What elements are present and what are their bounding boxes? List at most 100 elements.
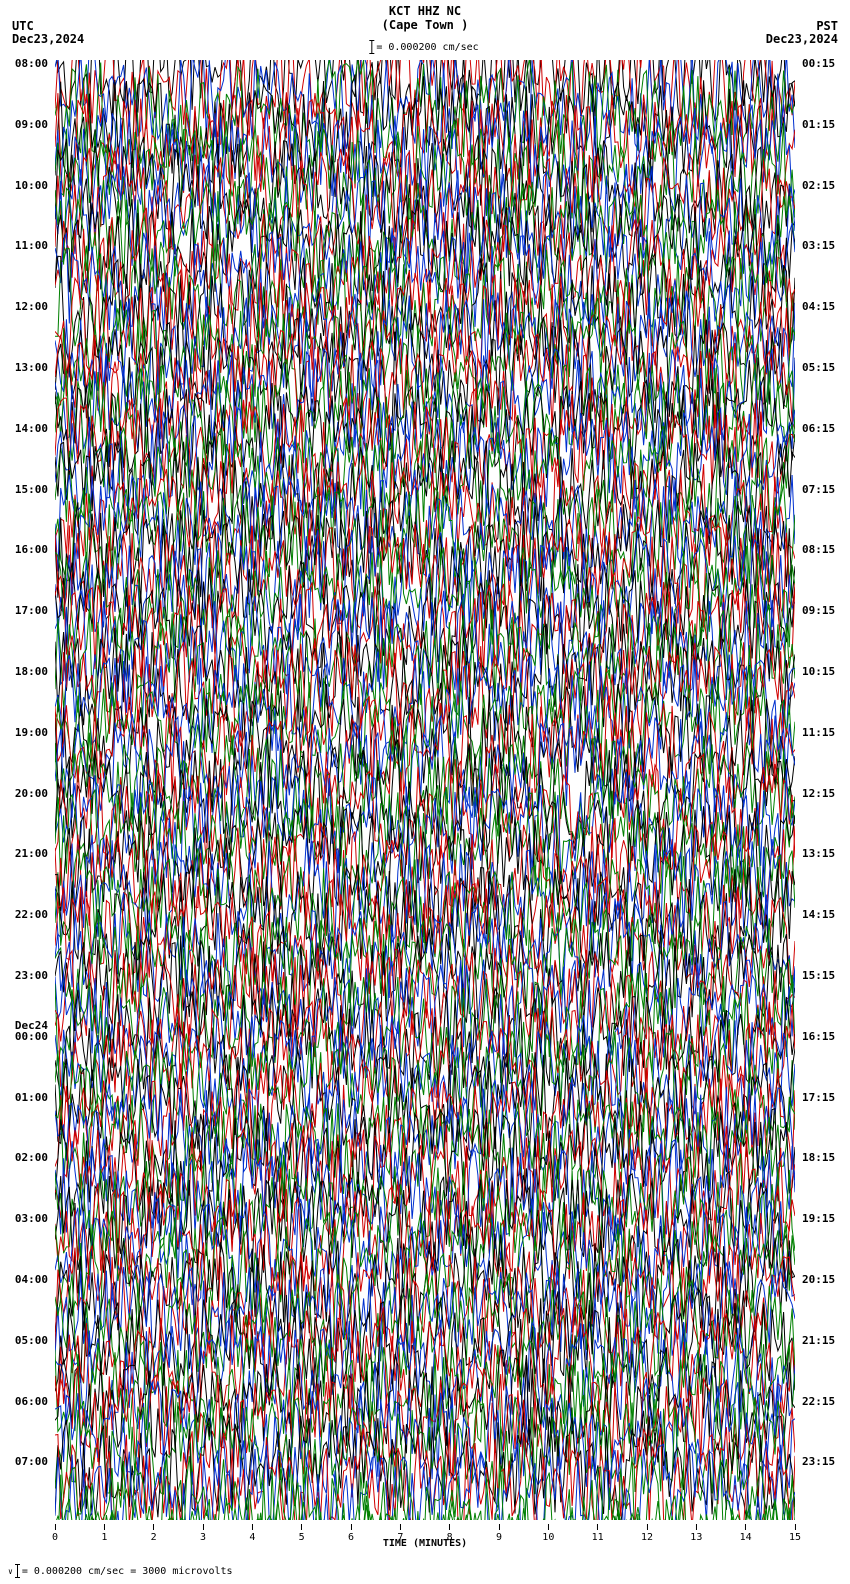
x-tick-label: 1 <box>101 1532 107 1543</box>
x-tick-label: 7 <box>397 1532 403 1543</box>
x-tick-label: 9 <box>496 1532 502 1543</box>
x-tick-label: 4 <box>249 1532 255 1543</box>
utc-hour-label: 06:00 <box>15 1396 48 1408</box>
footer-scale: ∨ = 0.000200 cm/sec = 3000 microvolts <box>8 1564 233 1578</box>
footer-prefix: ∨ <box>8 1567 13 1576</box>
x-tick: 15 <box>789 1524 801 1543</box>
pst-hour-label: 00:15 <box>802 58 835 70</box>
pst-hour-label: 22:15 <box>802 1396 835 1408</box>
pst-hour-label: 01:15 <box>802 119 835 131</box>
x-tick-mark <box>203 1524 204 1530</box>
x-tick-label: 8 <box>447 1532 453 1543</box>
utc-hour-label: 23:00 <box>15 970 48 982</box>
x-tick: 13 <box>690 1524 702 1543</box>
pst-hour-label: 09:15 <box>802 605 835 617</box>
utc-hour-label: 16:00 <box>15 544 48 556</box>
scale-text: = 0.000200 cm/sec <box>376 42 478 53</box>
pst-hour-label: 03:15 <box>802 240 835 252</box>
x-tick-label: 13 <box>690 1532 702 1543</box>
utc-hour-label: 00:00 <box>15 1031 48 1043</box>
minutes-axis: TIME (MINUTES) 0123456789101112131415 <box>55 1524 795 1554</box>
x-tick: 12 <box>641 1524 653 1543</box>
x-tick-mark <box>548 1524 549 1530</box>
footer-scale-text: = 0.000200 cm/sec = 3000 microvolts <box>22 1566 233 1577</box>
pst-hour-label: 15:15 <box>802 970 835 982</box>
x-tick: 10 <box>542 1524 554 1543</box>
pst-hour-label: 07:15 <box>802 484 835 496</box>
utc-hour-label: 04:00 <box>15 1274 48 1286</box>
x-tick-label: 14 <box>740 1532 752 1543</box>
x-tick-mark <box>301 1524 302 1530</box>
pst-time-axis: 00:1501:1502:1503:1504:1505:1506:1507:15… <box>800 60 850 1520</box>
utc-hour-label: 14:00 <box>15 423 48 435</box>
utc-hour-label: 11:00 <box>15 240 48 252</box>
x-tick: 1 <box>101 1524 107 1543</box>
utc-hour-label: 01:00 <box>15 1092 48 1104</box>
utc-hour-label: 18:00 <box>15 666 48 678</box>
utc-hour-label: 02:00 <box>15 1152 48 1164</box>
x-tick: 6 <box>348 1524 354 1543</box>
footer-scale-bar-icon <box>17 1564 18 1578</box>
utc-hour-label: 08:00 <box>15 58 48 70</box>
x-tick-label: 6 <box>348 1532 354 1543</box>
pst-date-label: Dec23,2024 <box>766 33 838 46</box>
amplitude-scale: = 0.000200 cm/sec <box>371 40 478 54</box>
x-tick-mark <box>745 1524 746 1530</box>
x-tick-mark <box>351 1524 352 1530</box>
pst-hour-label: 12:15 <box>802 788 835 800</box>
x-tick: 2 <box>151 1524 157 1543</box>
x-tick-label: 11 <box>592 1532 604 1543</box>
x-tick-mark <box>646 1524 647 1530</box>
utc-hour-label: 17:00 <box>15 605 48 617</box>
utc-hour-label: 07:00 <box>15 1456 48 1468</box>
pst-hour-label: 18:15 <box>802 1152 835 1164</box>
x-tick-label: 12 <box>641 1532 653 1543</box>
header: KCT HHZ NC (Cape Town ) <box>0 0 850 32</box>
station-location: (Cape Town ) <box>0 18 850 32</box>
trace-row <box>55 970 795 1081</box>
x-tick: 5 <box>299 1524 305 1543</box>
pst-hour-label: 14:15 <box>802 909 835 921</box>
x-tick-mark <box>400 1524 401 1530</box>
x-tick: 0 <box>52 1524 58 1543</box>
pst-hour-label: 02:15 <box>802 180 835 192</box>
utc-hour-label: 10:00 <box>15 180 48 192</box>
x-tick: 11 <box>592 1524 604 1543</box>
top-right-label: PST Dec23,2024 <box>766 20 838 46</box>
pst-hour-label: 13:15 <box>802 848 835 860</box>
pst-hour-label: 20:15 <box>802 1274 835 1286</box>
x-tick-label: 10 <box>542 1532 554 1543</box>
x-tick-mark <box>153 1524 154 1530</box>
helicorder-plot <box>55 60 795 1520</box>
x-tick-mark <box>449 1524 450 1530</box>
x-tick-mark <box>55 1524 56 1530</box>
scale-bar-icon <box>371 40 372 54</box>
pst-hour-label: 08:15 <box>802 544 835 556</box>
x-tick-mark <box>252 1524 253 1530</box>
seismogram-container: KCT HHZ NC (Cape Town ) UTC Dec23,2024 P… <box>0 0 850 1584</box>
utc-hour-label: 20:00 <box>15 788 48 800</box>
pst-hour-label: 10:15 <box>802 666 835 678</box>
trace-canvas <box>55 60 795 1520</box>
x-tick: 8 <box>447 1524 453 1543</box>
pst-hour-label: 06:15 <box>802 423 835 435</box>
utc-time-axis: 08:0009:0010:0011:0012:0013:0014:0015:00… <box>0 60 52 1520</box>
x-tick-label: 5 <box>299 1532 305 1543</box>
top-left-label: UTC Dec23,2024 <box>12 20 84 46</box>
pst-hour-label: 05:15 <box>802 362 835 374</box>
x-tick-label: 3 <box>200 1532 206 1543</box>
utc-hour-label: 13:00 <box>15 362 48 374</box>
x-tick: 9 <box>496 1524 502 1543</box>
utc-hour-label: 19:00 <box>15 727 48 739</box>
x-tick-mark <box>104 1524 105 1530</box>
utc-hour-label: 12:00 <box>15 301 48 313</box>
station-code: KCT HHZ NC <box>0 4 850 18</box>
pst-hour-label: 11:15 <box>802 727 835 739</box>
utc-hour-label: 09:00 <box>15 119 48 131</box>
x-tick-label: 2 <box>151 1532 157 1543</box>
x-tick-mark <box>794 1524 795 1530</box>
utc-date-label: Dec23,2024 <box>12 33 84 46</box>
pst-hour-label: 19:15 <box>802 1213 835 1225</box>
x-tick: 3 <box>200 1524 206 1543</box>
x-tick: 7 <box>397 1524 403 1543</box>
